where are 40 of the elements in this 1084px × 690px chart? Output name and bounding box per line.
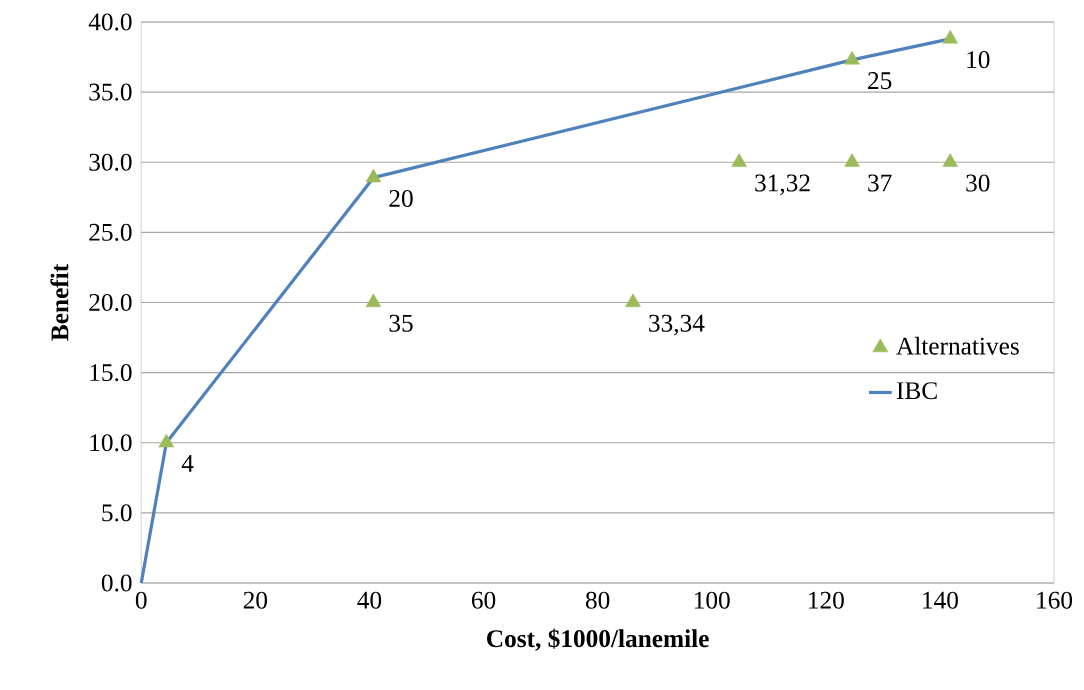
annotation: 4 [181, 455, 194, 472]
annotation: 20 [389, 190, 413, 208]
point [844, 153, 860, 168]
annotation: 35 [389, 314, 413, 332]
point [365, 168, 382, 183]
point [158, 434, 175, 448]
legend-label: IBC [896, 382, 937, 400]
y-tick-label: 15.0 [90, 364, 132, 382]
y-tick-label: 20.0 [89, 294, 132, 312]
x-tick-label: 20 [243, 591, 268, 609]
annotation: 33,34 [649, 314, 705, 336]
x-tick-label: 80 [585, 591, 610, 609]
x-tick-label: 60 [471, 591, 496, 609]
x-tick-label: 40 [357, 591, 382, 609]
y-tick-label: 40.0 [88, 13, 132, 31]
legend-label: Alternatives [896, 337, 1019, 355]
x-axis-title: Cost, $1000/lanemile [487, 628, 709, 652]
annotation: 10 [967, 51, 990, 69]
y-axis-title: Benefit [50, 264, 69, 341]
x-tick-label: 100 [694, 591, 730, 609]
point [942, 30, 958, 44]
x-tick-label: 160 [1037, 591, 1073, 609]
point [365, 293, 382, 308]
x-tick-label: 120 [809, 591, 844, 609]
point [942, 153, 958, 168]
y-tick-label: 0.0 [101, 574, 132, 592]
annotation: 30 [966, 174, 990, 192]
point [844, 51, 860, 65]
x-tick-label: 0 [135, 591, 147, 609]
y-tick-label: 5.0 [102, 504, 132, 522]
point [731, 153, 747, 168]
x-tick-label: 140 [923, 591, 958, 609]
annotation: 31,32 [755, 174, 810, 196]
point [625, 293, 641, 308]
y-tick-label: 35.0 [89, 83, 132, 101]
annotation: 25 [868, 72, 892, 90]
annotation: 37 [868, 174, 892, 192]
y-tick-label: 30.0 [89, 153, 132, 172]
y-tick-label: 10.0 [90, 434, 132, 452]
y-tick-label: 25.0 [89, 223, 132, 242]
